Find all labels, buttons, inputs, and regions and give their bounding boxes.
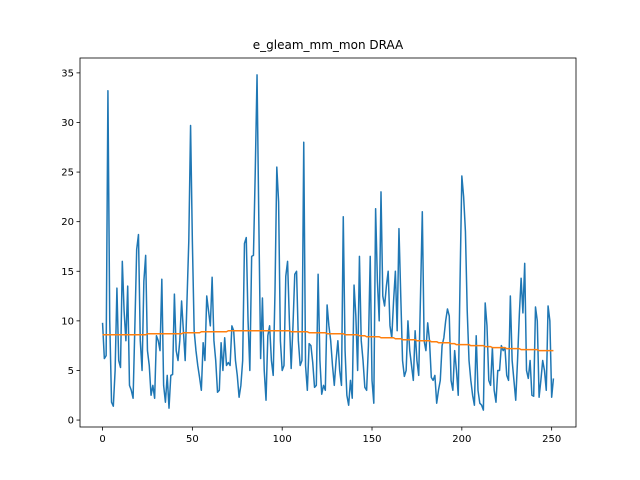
x-tick-label: 100 [273, 434, 292, 445]
y-tick-label: 20 [61, 217, 74, 228]
plot-frame [79, 57, 577, 428]
x-tick-label: 150 [362, 434, 381, 445]
y-tick-label: 25 [61, 168, 74, 179]
y-tick-label: 30 [61, 118, 74, 129]
y-tick-label: 10 [61, 316, 74, 327]
y-tick-label: 15 [61, 267, 74, 278]
line [102, 330, 554, 352]
y-tick-label: 0 [68, 416, 74, 427]
y-tick-label: 5 [68, 366, 74, 377]
x-tick-label: 0 [99, 434, 105, 445]
line [101, 74, 555, 411]
y-tick-label: 35 [61, 68, 74, 79]
x-tick-label: 50 [186, 434, 199, 445]
chart-title: e_gleam_mm_mon DRAA [253, 38, 404, 52]
x-tick-label: 200 [452, 434, 471, 445]
x-tick-label: 250 [542, 434, 561, 445]
